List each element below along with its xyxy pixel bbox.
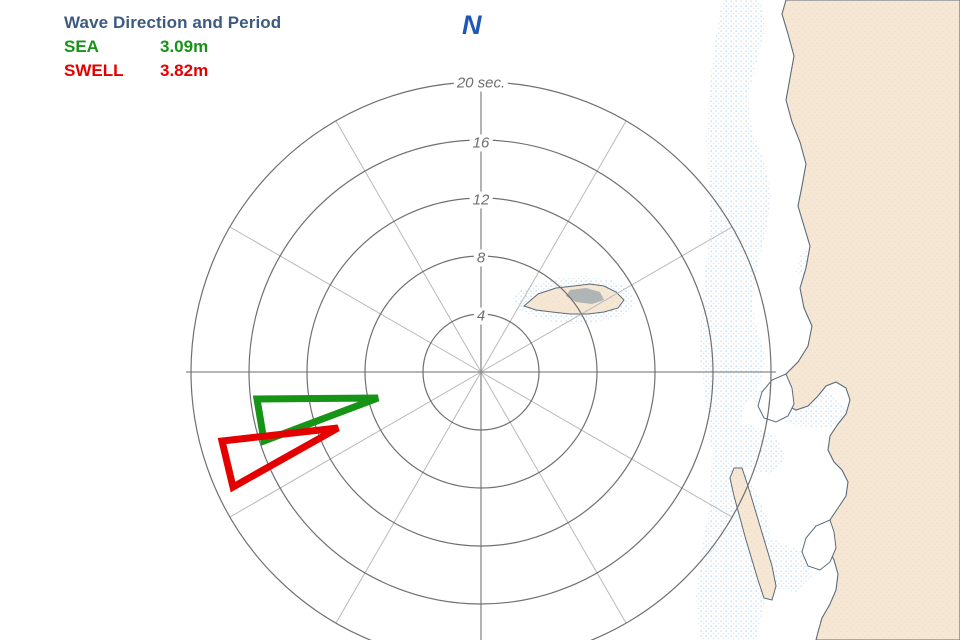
legend-value-sea: 3.09m (160, 37, 209, 56)
swell-wedge (217, 424, 340, 493)
legend-label-sea: SEA (64, 37, 99, 56)
polar-axes (186, 82, 776, 640)
page-title: Wave Direction and Period (64, 13, 282, 32)
radial-tick-8: 8 (473, 249, 489, 267)
radial-tick-4: 4 (473, 307, 489, 325)
sea-wedge (252, 394, 380, 446)
radial-tick-12: 12 (469, 191, 493, 209)
radial-tick-20: 20 sec. (453, 74, 509, 92)
north-compass-label: N (462, 10, 482, 40)
radial-tick-16: 16 (469, 134, 493, 152)
polar-spokes (229, 120, 733, 624)
legend-value-swell: 3.82m (160, 61, 209, 80)
legend-header: Wave Direction and Period SEA 3.09m SWEL… (64, 14, 281, 79)
legend-row-sea: SEA 3.09m (64, 38, 281, 55)
peninsula (729, 467, 777, 601)
coastal-inlets (757, 373, 837, 571)
legend-label-swell: SWELL (64, 61, 124, 80)
offshore-island (512, 276, 634, 324)
legend-row-swell: SWELL 3.82m (64, 62, 281, 79)
